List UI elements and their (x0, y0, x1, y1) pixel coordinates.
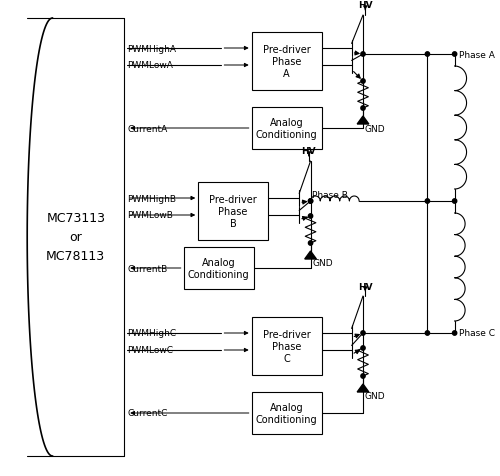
Circle shape (361, 374, 365, 378)
Text: Phase C: Phase C (458, 329, 494, 338)
Polygon shape (304, 251, 316, 259)
Text: GND: GND (312, 259, 333, 268)
Text: PWMHighB: PWMHighB (128, 194, 176, 203)
Circle shape (361, 346, 365, 350)
Circle shape (426, 331, 430, 336)
Text: Phase A: Phase A (458, 50, 494, 60)
Text: Analog
Conditioning: Analog Conditioning (256, 402, 318, 424)
Text: PWMLowC: PWMLowC (128, 346, 174, 355)
Circle shape (308, 214, 312, 219)
Text: PWMLowA: PWMLowA (128, 61, 173, 70)
Circle shape (452, 331, 457, 336)
Circle shape (361, 107, 365, 111)
Circle shape (426, 199, 430, 204)
Text: PWMLowB: PWMLowB (128, 211, 173, 220)
Text: Analog
Conditioning: Analog Conditioning (256, 118, 318, 140)
Bar (252, 108, 322, 149)
Text: Analog
Conditioning: Analog Conditioning (188, 257, 250, 279)
Circle shape (308, 241, 312, 246)
Text: CurrentB: CurrentB (128, 264, 168, 273)
Circle shape (452, 53, 457, 57)
Bar (252, 317, 322, 375)
Text: GND: GND (365, 124, 386, 133)
Circle shape (361, 331, 365, 336)
Bar (252, 33, 322, 91)
Bar (252, 392, 322, 434)
Polygon shape (357, 117, 369, 125)
Text: Pre-driver
Phase
C: Pre-driver Phase C (262, 329, 310, 364)
Text: Pre-driver
Phase
A: Pre-driver Phase A (262, 45, 310, 79)
Text: PWMHighC: PWMHighC (128, 329, 176, 338)
Circle shape (308, 199, 312, 204)
Circle shape (361, 53, 365, 57)
Circle shape (308, 199, 312, 204)
Text: CurrentA: CurrentA (128, 124, 168, 133)
Text: HV: HV (358, 1, 372, 10)
Bar (198, 183, 268, 240)
Circle shape (361, 79, 365, 84)
Text: PWMHighA: PWMHighA (128, 44, 176, 53)
Bar (184, 248, 254, 289)
Text: MC73113
or
MC78113: MC73113 or MC78113 (46, 212, 106, 263)
Text: Phase B: Phase B (312, 191, 348, 200)
Text: GND: GND (365, 392, 386, 401)
Text: CurrentC: CurrentC (128, 408, 168, 417)
Text: Pre-driver
Phase
B: Pre-driver Phase B (210, 194, 257, 229)
Circle shape (452, 199, 457, 204)
Text: HV: HV (302, 147, 316, 156)
Text: HV: HV (358, 282, 372, 291)
Polygon shape (357, 384, 369, 392)
Circle shape (426, 53, 430, 57)
